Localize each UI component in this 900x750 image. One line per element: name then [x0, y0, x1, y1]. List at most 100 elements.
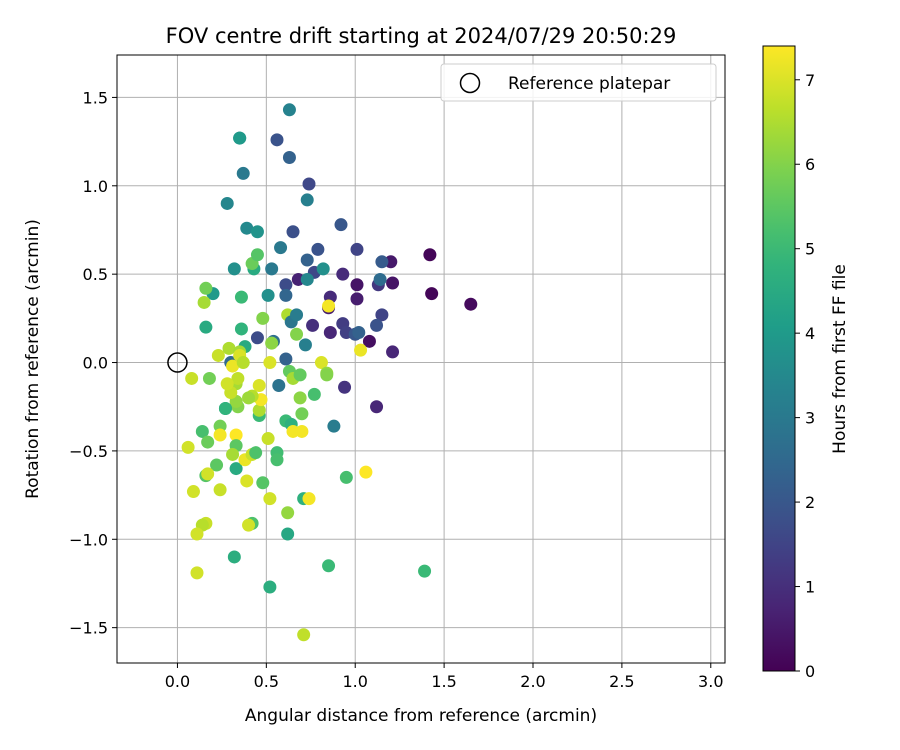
data-point-47 — [279, 288, 293, 302]
data-point-123 — [210, 458, 224, 472]
data-point-3 — [386, 276, 400, 290]
data-point-53 — [250, 248, 264, 262]
x-tick-label-2: 1.0 — [342, 672, 367, 691]
data-point-35 — [236, 166, 250, 180]
data-point-68 — [290, 327, 304, 341]
data-point-77 — [320, 368, 334, 382]
data-point-107 — [229, 428, 243, 442]
data-point-6 — [350, 278, 364, 292]
data-point-54 — [234, 290, 248, 304]
data-point-111 — [185, 371, 199, 385]
data-point-96 — [242, 391, 256, 405]
data-point-40 — [274, 241, 288, 255]
data-point-67 — [290, 308, 304, 322]
data-point-16 — [306, 318, 320, 332]
y-axis-ticks: −1.5 −1.0 −0.5 0.0 0.5 1.0 1.5 — [69, 88, 117, 638]
data-point-27 — [334, 218, 348, 232]
data-point-44 — [300, 272, 314, 286]
data-point-120 — [195, 424, 209, 438]
data-point-1 — [425, 287, 439, 301]
data-point-46 — [279, 278, 293, 292]
data-point-9 — [370, 400, 384, 414]
x-tick-label-1: 0.5 — [254, 672, 279, 691]
data-point-30 — [282, 151, 296, 165]
data-point-48 — [265, 262, 279, 276]
data-point-138 — [359, 465, 373, 479]
data-point-42 — [300, 253, 314, 267]
data-point-64 — [265, 336, 279, 350]
x-tick-label-3: 1.5 — [431, 672, 456, 691]
data-point-80 — [307, 387, 321, 401]
data-point-83 — [327, 419, 341, 433]
grid-lines — [117, 55, 725, 663]
data-point-49 — [261, 288, 275, 302]
data-point-25 — [375, 255, 389, 269]
chart-title: FOV centre drift starting at 2024/07/29 … — [166, 24, 677, 48]
data-point-146 — [227, 550, 241, 564]
x-axis-ticks: 0.0 0.5 1.0 1.5 2.0 2.5 3.0 — [165, 663, 724, 691]
data-point-145 — [281, 527, 295, 541]
data-point-149 — [418, 564, 432, 578]
x-axis-label: Angular distance from reference (arcmin) — [245, 706, 597, 726]
data-point-86 — [286, 424, 300, 438]
data-point-90 — [261, 432, 275, 446]
data-point-133 — [186, 485, 200, 499]
colorbar-tick-label-4: 4 — [805, 324, 815, 343]
data-point-28 — [302, 177, 316, 191]
data-point-36 — [220, 196, 234, 210]
data-point-148 — [190, 566, 204, 580]
data-point-59 — [234, 322, 248, 336]
y-tick-label-6: 1.5 — [83, 88, 108, 107]
data-point-131 — [256, 476, 270, 490]
data-point-119 — [263, 356, 277, 370]
data-point-82 — [295, 407, 309, 421]
data-points — [181, 103, 478, 642]
data-point-34 — [233, 131, 247, 145]
data-point-74 — [293, 368, 307, 382]
data-point-109 — [226, 447, 240, 461]
data-point-38 — [250, 225, 264, 239]
data-point-104 — [218, 401, 232, 415]
data-point-39 — [286, 225, 300, 239]
y-tick-label-5: 1.0 — [83, 177, 108, 196]
colorbar-tick-label-6: 6 — [805, 155, 815, 174]
legend-box — [440, 63, 717, 102]
data-point-113 — [222, 341, 236, 355]
data-point-7 — [350, 292, 364, 306]
data-point-129 — [249, 446, 263, 460]
x-tick-label-6: 3.0 — [698, 672, 723, 691]
data-point-62 — [250, 331, 264, 345]
data-point-132 — [213, 483, 227, 497]
data-point-69 — [298, 338, 312, 352]
data-point-137 — [339, 470, 353, 484]
colorbar-tick-label-1: 1 — [805, 578, 815, 597]
y-tick-label-3: 0.0 — [83, 354, 108, 373]
data-point-58 — [199, 320, 213, 334]
data-point-126 — [229, 462, 243, 476]
data-point-151 — [297, 628, 311, 642]
data-point-94 — [252, 379, 266, 393]
data-point-13 — [323, 325, 337, 339]
colorbar-tick-label-5: 5 — [805, 240, 815, 259]
data-point-92 — [252, 403, 266, 417]
data-point-139 — [281, 506, 295, 520]
y-axis-label: Rotation from reference (arcmin) — [23, 219, 43, 499]
colorbar-tick-label-2: 2 — [805, 493, 815, 512]
data-point-57 — [197, 295, 211, 309]
x-tick-label-5: 2.5 — [609, 672, 634, 691]
data-point-21 — [370, 318, 384, 332]
reference-marker — [167, 352, 188, 373]
y-tick-label-2: −0.5 — [69, 442, 108, 461]
data-point-0 — [423, 248, 437, 262]
data-point-89 — [270, 453, 284, 467]
data-point-71 — [272, 379, 286, 393]
data-point-121 — [201, 435, 215, 449]
data-point-26 — [373, 272, 387, 286]
colorbar-tick-label-3: 3 — [805, 409, 815, 428]
data-point-4 — [384, 255, 398, 269]
data-point-144 — [190, 527, 204, 541]
data-point-20 — [375, 308, 389, 322]
data-point-87 — [295, 424, 309, 438]
